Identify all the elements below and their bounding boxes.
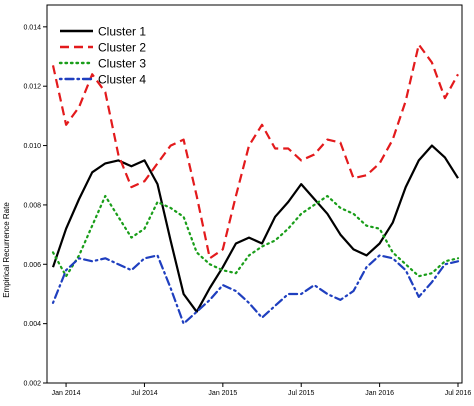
series-line-3 (51, 194, 460, 278)
y-tick-label: 0.002 (23, 381, 41, 388)
x-tick-label: Jan 2015 (208, 390, 237, 397)
legend-label-2: Cluster 2 (98, 41, 146, 55)
y-tick-label: 0.014 (23, 24, 41, 31)
legend-label-1: Cluster 1 (98, 25, 146, 39)
series-line-4 (51, 254, 460, 325)
y-tick-label: 0.006 (23, 262, 41, 269)
x-tick-label: Jul 2015 (288, 390, 315, 397)
x-tick-label: Jan 2014 (52, 390, 81, 397)
series-line-2 (51, 43, 459, 260)
y-tick-label: 0.010 (23, 143, 41, 150)
y-tick-label: 0.004 (23, 321, 41, 328)
x-tick-label: Jul 2016 (445, 390, 472, 397)
legend-label-4: Cluster 4 (98, 73, 146, 87)
y-tick-label: 0.012 (23, 84, 41, 91)
legend: Cluster 1 Cluster 2 Cluster 3 Cluster 4 (58, 25, 146, 87)
y-axis-label: Empirical Recurrence Rate (2, 202, 11, 298)
legend-label-3: Cluster 3 (98, 57, 146, 71)
y-tick-label: 0.008 (23, 202, 41, 209)
x-tick-label: Jan 2016 (365, 390, 394, 397)
y-axis: 0.002 0.004 0.006 0.008 0.010 0.012 0.014 (23, 24, 47, 388)
series-layer (51, 43, 460, 325)
plot-frame (46, 4, 463, 384)
x-tick-label: Jul 2014 (131, 390, 158, 397)
x-axis: Jan 2014 Jul 2014 Jan 2015 Jul 2015 Jan 2016… (52, 383, 472, 397)
